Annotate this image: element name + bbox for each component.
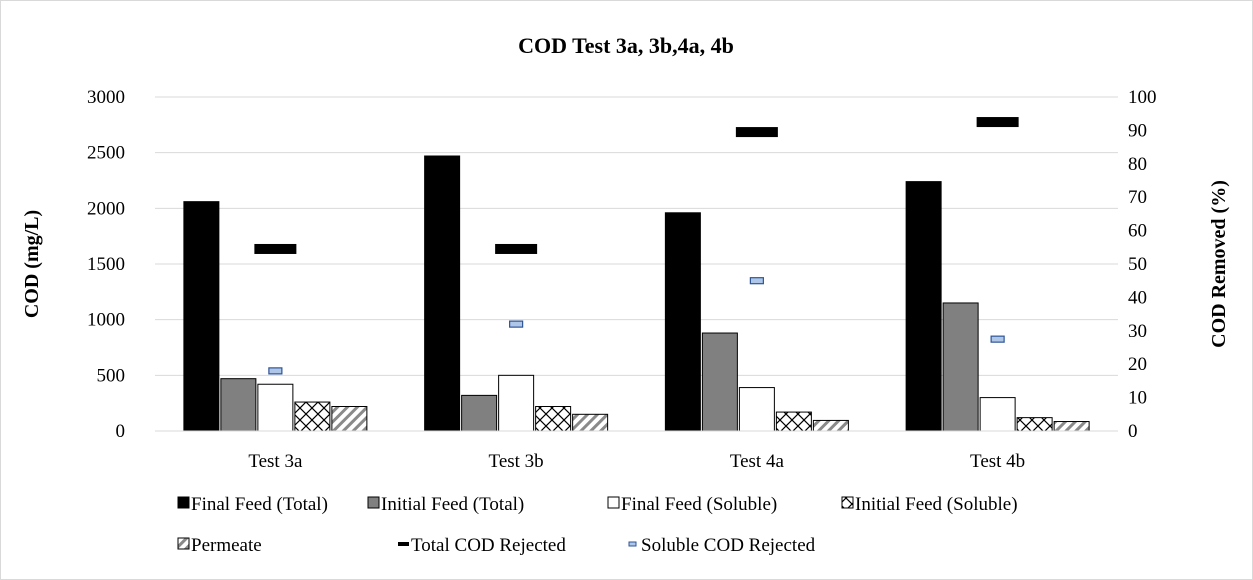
rejection-markers: [254, 117, 1019, 375]
legend-label: Initial Feed (Total): [381, 494, 524, 515]
legend-swatch: [398, 542, 409, 546]
legend-label: Final Feed (Soluble): [621, 494, 777, 515]
legend-label: Initial Feed (Soluble): [855, 494, 1018, 515]
legend-swatch: [177, 537, 190, 550]
marker-total: [735, 127, 778, 138]
y-tick-label: 1000: [87, 310, 125, 331]
y2-tick-label: 10: [1128, 388, 1147, 409]
marker-total: [254, 243, 297, 254]
marker-total: [976, 117, 1019, 128]
y2-tick-label: 50: [1128, 254, 1147, 275]
y2-tick-label: 100: [1128, 87, 1157, 108]
bar: [257, 383, 294, 432]
bar: [183, 201, 220, 432]
marker-total: [495, 243, 538, 254]
bar: [701, 332, 738, 432]
y2-axis-title: COD Removed (%): [1208, 180, 1230, 348]
y2-tick-label: 0: [1128, 421, 1138, 442]
y-tick-label: 1500: [87, 254, 125, 275]
bar: [1016, 417, 1053, 432]
y-tick-label: 0: [116, 421, 126, 442]
bar: [812, 419, 849, 432]
bar: [942, 302, 979, 432]
marker-soluble: [749, 277, 764, 285]
y2-tick-label: 70: [1128, 187, 1147, 208]
legend-label: Permeate: [191, 535, 262, 556]
x-tick-label: Test 4a: [730, 451, 785, 472]
y2-tick-label: 60: [1128, 221, 1147, 242]
chart-title: COD Test 3a, 3b,4a, 4b: [518, 33, 734, 58]
bar: [572, 413, 609, 432]
bar: [331, 406, 368, 432]
legend: Final Feed (Total) Initial Feed (Total) Fi…: [177, 494, 1018, 556]
bar: [979, 397, 1016, 432]
y2-tick-label: 30: [1128, 321, 1147, 342]
bar: [775, 411, 812, 432]
bar: [738, 387, 775, 432]
bar: [905, 181, 942, 432]
y2-tick-label: 40: [1128, 287, 1147, 308]
legend-swatch: [841, 496, 854, 509]
bar: [664, 212, 701, 432]
marker-soluble: [509, 320, 524, 328]
x-tick-label: Test 4b: [970, 451, 1025, 472]
bar: [220, 378, 257, 432]
y-tick-label: 2000: [87, 198, 125, 219]
axes: 0 500 1000 1500 2000 2500 3000 0 10 20 30 40 50 60 70 8…: [87, 87, 1157, 472]
legend-swatch: [177, 496, 190, 509]
bar: [1053, 421, 1090, 432]
marker-soluble: [268, 367, 283, 375]
y-tick-label: 3000: [87, 87, 125, 108]
y-tick-label: 2500: [87, 143, 125, 164]
bar: [498, 374, 535, 432]
bars: [183, 155, 1090, 432]
y2-tick-label: 80: [1128, 154, 1147, 175]
bar: [294, 401, 331, 432]
bar: [461, 394, 498, 432]
legend-label: Soluble COD Rejected: [641, 535, 816, 556]
marker-soluble: [990, 335, 1005, 343]
y2-tick-label: 20: [1128, 354, 1147, 375]
legend-label: Final Feed (Total): [191, 494, 328, 515]
legend-swatch: [367, 496, 380, 509]
y2-tick-label: 90: [1128, 120, 1147, 141]
bar: [424, 155, 461, 432]
legend-swatch: [628, 541, 637, 547]
y-axis-title: COD (mg/L): [21, 210, 43, 318]
y-tick-label: 500: [97, 365, 126, 386]
x-tick-label: Test 3a: [248, 451, 303, 472]
x-tick-label: Test 3b: [489, 451, 544, 472]
legend-label: Total COD Rejected: [411, 535, 566, 556]
bar: [535, 406, 572, 432]
legend-swatch: [607, 496, 620, 509]
